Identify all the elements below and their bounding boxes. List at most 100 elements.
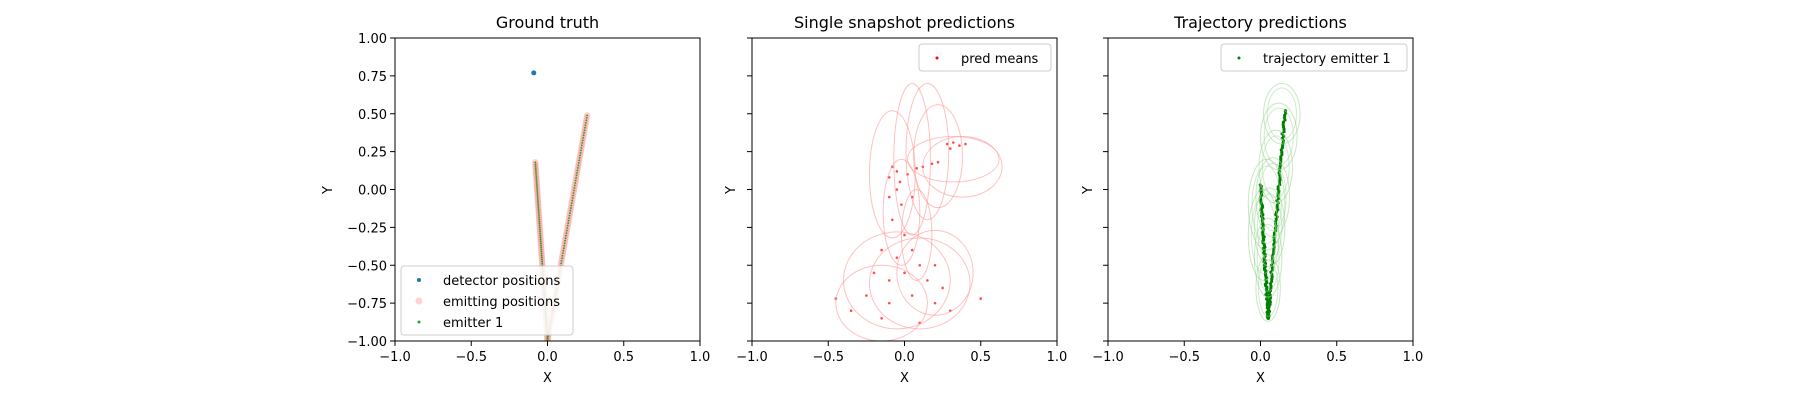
x-tick-label: 0.0 <box>1250 350 1271 365</box>
data-point <box>933 263 937 267</box>
uncertainty-ellipse <box>868 237 971 330</box>
data-point <box>849 309 853 313</box>
data-point <box>1281 120 1286 124</box>
plot-area <box>834 82 1003 341</box>
data-point <box>538 224 541 227</box>
uncertainty-ellipse <box>1258 163 1287 232</box>
data-point <box>539 232 542 235</box>
data-point <box>535 175 538 178</box>
data-point <box>576 167 579 169</box>
data-point <box>541 260 543 263</box>
data-point <box>918 263 922 267</box>
data-point <box>895 188 899 191</box>
x-tick-label: −1.0 <box>736 350 768 365</box>
data-point <box>952 141 955 144</box>
data-point <box>1283 118 1287 122</box>
uncertainty-ellipse <box>843 231 951 330</box>
x-tick-label: 0.5 <box>1326 350 1347 365</box>
uncertainty-ellipse <box>882 158 921 266</box>
data-point <box>570 202 573 204</box>
data-point <box>576 172 578 174</box>
data-point <box>573 184 576 187</box>
y-tick-label: 0.25 <box>358 146 387 161</box>
data-point <box>880 316 883 320</box>
data-point <box>580 149 582 152</box>
data-point <box>565 234 567 237</box>
y-tick-label: −0.50 <box>347 259 387 274</box>
data-point <box>568 217 570 219</box>
y-tick-label: 0.00 <box>358 184 387 199</box>
data-point <box>537 201 539 203</box>
data-point <box>574 182 577 184</box>
legend: trajectory emitter 1 <box>1220 43 1408 72</box>
data-point <box>582 136 585 139</box>
data-point <box>564 237 567 240</box>
data-point <box>979 297 983 300</box>
data-point <box>547 337 549 340</box>
data-point <box>540 246 543 249</box>
uncertainty-ellipse <box>1263 107 1294 166</box>
y-tick-label: 1.00 <box>358 32 387 47</box>
data-point <box>910 294 914 297</box>
x-axis-label: X <box>900 371 909 386</box>
y-tick-label: 0.50 <box>358 108 387 123</box>
series-ellipses-1 <box>1247 82 1301 322</box>
data-point <box>540 244 542 247</box>
data-point <box>546 336 549 338</box>
data-point <box>585 116 588 119</box>
axes-frame <box>1107 37 1414 342</box>
legend-marker <box>935 56 939 60</box>
data-point <box>926 279 929 282</box>
uncertainty-ellipse <box>913 104 963 209</box>
data-point <box>1267 309 1272 313</box>
data-point <box>562 249 565 252</box>
data-point <box>1270 277 1274 281</box>
data-point <box>538 216 540 219</box>
data-point <box>538 218 541 221</box>
x-tick-label: −0.5 <box>1168 350 1200 365</box>
uncertainty-ellipse <box>900 189 933 281</box>
uncertainty-ellipse <box>896 229 974 316</box>
data-point <box>538 214 540 217</box>
data-point <box>566 227 569 230</box>
x-tick-label: 1.0 <box>1047 350 1068 365</box>
data-point <box>535 183 538 185</box>
data-point <box>537 203 540 205</box>
data-point <box>534 167 537 170</box>
y-axis-label: Y <box>1081 186 1096 195</box>
panel-title: Ground truth <box>496 13 599 32</box>
data-point <box>1282 127 1286 131</box>
data-point <box>547 335 550 337</box>
data-point <box>930 162 934 166</box>
data-point <box>865 294 868 297</box>
data-point <box>584 124 587 127</box>
data-point <box>534 165 537 168</box>
data-point <box>539 242 542 245</box>
legend-box <box>400 265 574 336</box>
data-point <box>569 207 572 209</box>
data-point <box>534 169 537 172</box>
data-point <box>572 192 575 194</box>
data-point <box>1282 129 1286 134</box>
y-axis-label: Y <box>321 186 336 195</box>
data-point <box>936 160 940 164</box>
data-point <box>539 234 542 237</box>
data-point <box>563 244 566 247</box>
legend-label: emitter 1 <box>443 316 503 331</box>
data-point <box>561 257 563 260</box>
data-point <box>540 254 543 257</box>
data-point <box>536 189 539 191</box>
x-axis-label: X <box>543 371 552 386</box>
uncertainty-ellipse <box>1250 195 1277 275</box>
y-tick-label: −0.25 <box>347 221 387 236</box>
data-point <box>567 219 570 222</box>
data-point <box>537 212 540 215</box>
data-point <box>577 162 580 164</box>
data-point <box>536 197 539 199</box>
data-point <box>578 159 581 162</box>
data-point <box>964 142 967 146</box>
panel-single-snapshot: −1.0 −0.5 0.0 0.5 1.0 pred means Single snaps… <box>724 13 1067 386</box>
data-point <box>560 259 563 262</box>
panel-ground-truth: −1.0 −0.5 0.0 0.5 1.0 1.00 0.75 0.50 0.25 0.00 −0.… <box>321 13 710 386</box>
data-point <box>887 301 891 305</box>
